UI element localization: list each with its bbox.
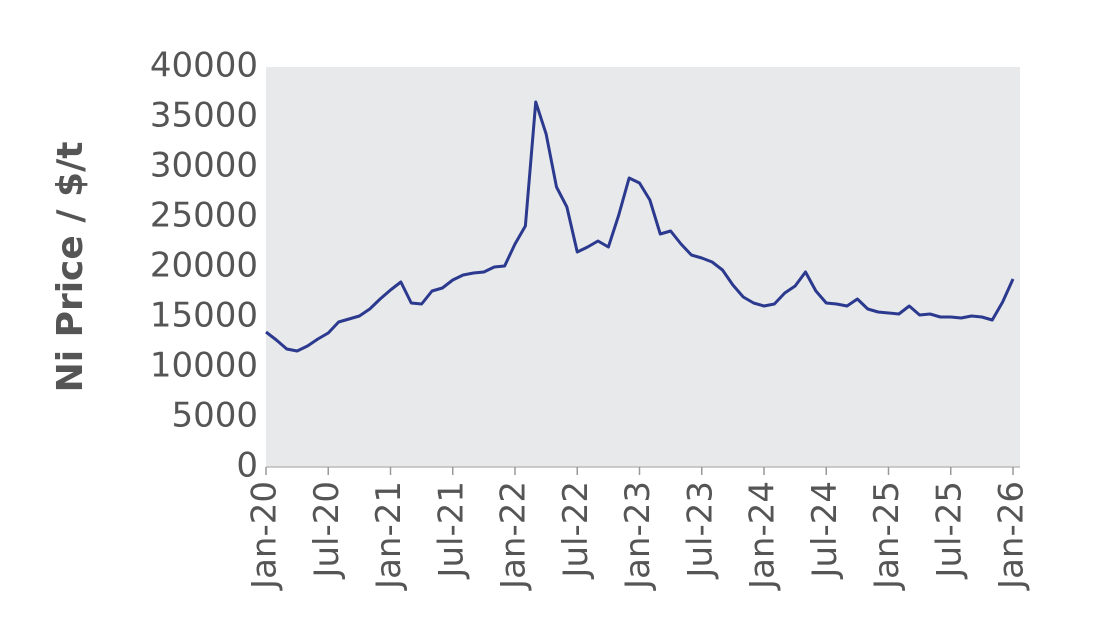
x-tick-label: Jan-21	[369, 481, 409, 591]
x-tick-label: Jan-22	[494, 481, 534, 591]
x-tick-label: Jul-22	[556, 481, 596, 580]
x-tick-label: Jan-20	[245, 481, 285, 591]
y-tick-label: 15000	[150, 296, 258, 336]
y-tick-label: 10000	[150, 346, 258, 386]
y-tick-label: 40000	[150, 46, 258, 86]
x-tick-label: Jan-25	[867, 481, 907, 591]
plot-area	[266, 67, 1020, 467]
data-line	[265, 100, 1015, 353]
x-tick-label: Jan-24	[743, 481, 783, 591]
y-tick-label: 20000	[150, 246, 258, 286]
y-tick-label: 5000	[171, 396, 258, 436]
y-tick-label: 30000	[150, 146, 258, 186]
y-axis-label: Ni Price / $/t	[50, 142, 91, 393]
x-tick-label: Jan-23	[618, 481, 658, 591]
x-tick-label: Jan-26	[992, 481, 1032, 591]
x-tick-label: Jul-24	[805, 481, 845, 580]
x-tick-label: Jul-23	[680, 481, 720, 580]
y-tick-label: 25000	[150, 196, 258, 236]
x-tick-label: Jul-21	[431, 481, 471, 580]
y-tick-label: 35000	[150, 96, 258, 136]
y-tick-label: 0	[236, 446, 258, 486]
x-tick-label: Jul-25	[929, 481, 969, 580]
x-tick-label: Jul-20	[307, 481, 347, 580]
